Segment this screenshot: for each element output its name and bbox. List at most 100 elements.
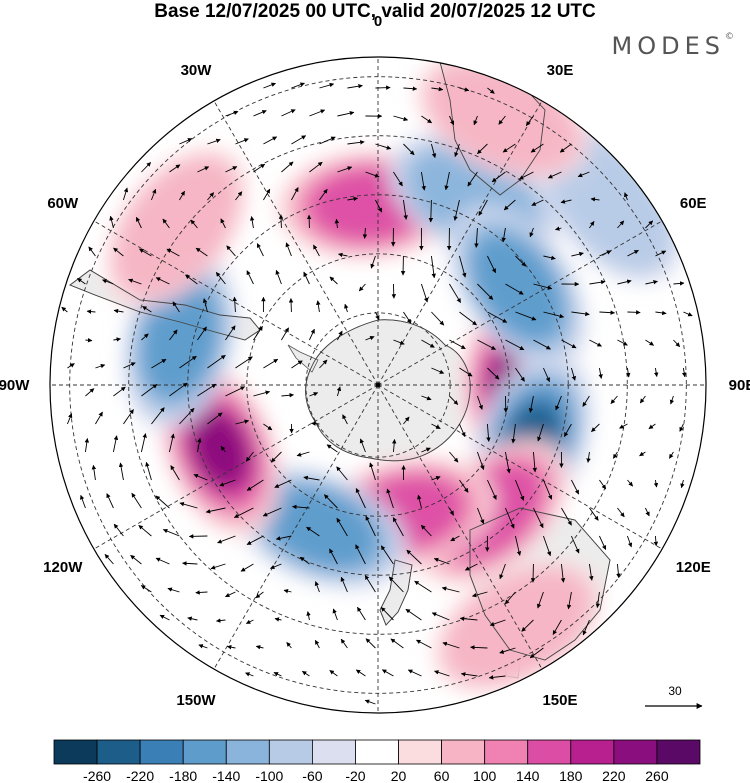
wind-vector — [278, 214, 284, 229]
wind-vector — [197, 166, 210, 173]
wind-vector — [669, 395, 675, 405]
wind-vector — [543, 311, 565, 319]
anomaly-contour — [471, 233, 564, 341]
wind-vector — [235, 191, 243, 201]
colorbar-swatch — [613, 739, 658, 765]
wind-vector — [140, 585, 152, 593]
wind-vector — [235, 356, 253, 369]
wind-vector — [420, 524, 432, 537]
wind-vector — [365, 515, 376, 537]
wind-vector — [566, 591, 572, 610]
wind-vector — [151, 358, 167, 369]
wind-vector — [571, 479, 580, 495]
wind-vector — [414, 580, 432, 593]
wind-vector — [253, 390, 271, 397]
wind-vector — [491, 171, 506, 183]
wind-vector — [499, 563, 506, 580]
meridian-label: 60W — [47, 195, 79, 212]
wind-vector — [487, 87, 495, 94]
wind-vector — [210, 563, 226, 570]
wind-vector — [135, 216, 142, 229]
wind-vector — [255, 591, 264, 599]
wind-vector — [375, 143, 392, 150]
wind-vector — [314, 639, 320, 649]
australia-coastline — [469, 507, 611, 661]
meridian-line — [377, 220, 663, 386]
wind-vectors — [61, 82, 693, 705]
wind-vector — [533, 339, 551, 350]
wind-vector — [599, 310, 616, 315]
wind-vector — [263, 423, 273, 431]
wind-vector — [407, 669, 422, 677]
wind-vector — [477, 507, 485, 525]
wind-vector — [197, 383, 217, 397]
wind-vector — [561, 507, 572, 526]
wind-vector — [449, 395, 459, 405]
wind-vector — [589, 221, 595, 229]
meridian-line — [213, 100, 379, 386]
wind-vector — [291, 135, 307, 145]
wind-vector — [198, 644, 208, 649]
anomaly-center — [448, 205, 587, 369]
wind-vector — [118, 462, 124, 481]
wind-vector — [645, 279, 658, 285]
wind-vector — [336, 517, 348, 537]
wind-vector — [263, 358, 279, 369]
anomaly-contour — [191, 412, 249, 486]
wind-vector — [421, 395, 432, 401]
colorbar-tick-label: -100 — [255, 768, 283, 783]
wind-vector — [533, 507, 544, 529]
wind-vector — [151, 188, 157, 201]
wind-vector — [543, 255, 556, 261]
wind-vector — [332, 608, 338, 621]
wind-vector — [449, 283, 461, 303]
wind-vector — [270, 563, 282, 570]
wind-vector — [202, 298, 208, 313]
colorbar-tick-label: 260 — [645, 768, 669, 783]
wind-vector — [369, 462, 376, 481]
wind-vector — [226, 645, 236, 650]
wind-vector — [246, 270, 254, 285]
wind-vector — [225, 386, 246, 397]
wind-vector — [515, 311, 537, 321]
wind-vector — [314, 581, 320, 593]
wind-vector — [344, 303, 349, 313]
wind-vector — [599, 479, 607, 490]
anomaly-contour — [443, 568, 592, 685]
wind-vector — [415, 639, 432, 649]
wind-vector — [511, 423, 516, 444]
wind-vector — [655, 310, 667, 316]
wind-vector — [253, 110, 267, 117]
wind-vector — [235, 138, 249, 145]
wind-vector — [215, 618, 226, 623]
colorbar-tick-label: -20 — [345, 768, 365, 783]
wind-vector — [590, 197, 600, 202]
wind-vector — [449, 339, 466, 350]
wind-vector — [169, 329, 178, 341]
wind-vector — [336, 466, 348, 481]
wind-vector — [536, 591, 544, 609]
wind-vector — [113, 523, 124, 537]
wind-vector — [167, 587, 180, 593]
wind-vector — [329, 276, 338, 285]
wind-vector — [207, 412, 223, 425]
wind-vector — [653, 535, 659, 547]
wind-vector — [403, 143, 415, 156]
meridian-label: 0 — [374, 13, 382, 30]
wind-vector — [639, 451, 646, 457]
wind-vector — [151, 407, 165, 425]
wind-vector — [441, 586, 460, 593]
wind-vector — [653, 479, 659, 488]
wind-vector — [85, 388, 95, 397]
wind-vector — [342, 414, 348, 425]
wind-vector — [449, 507, 454, 516]
colorbar-tick-label: 220 — [602, 768, 626, 783]
wind-vector — [430, 255, 436, 279]
south-pole-dot — [375, 382, 381, 388]
wind-vector — [518, 171, 534, 180]
wind-vector — [319, 136, 336, 145]
wind-vector — [589, 339, 602, 347]
south-america-coastline — [69, 269, 261, 341]
wind-vector — [645, 339, 655, 346]
colorbar-swatch — [53, 739, 98, 765]
